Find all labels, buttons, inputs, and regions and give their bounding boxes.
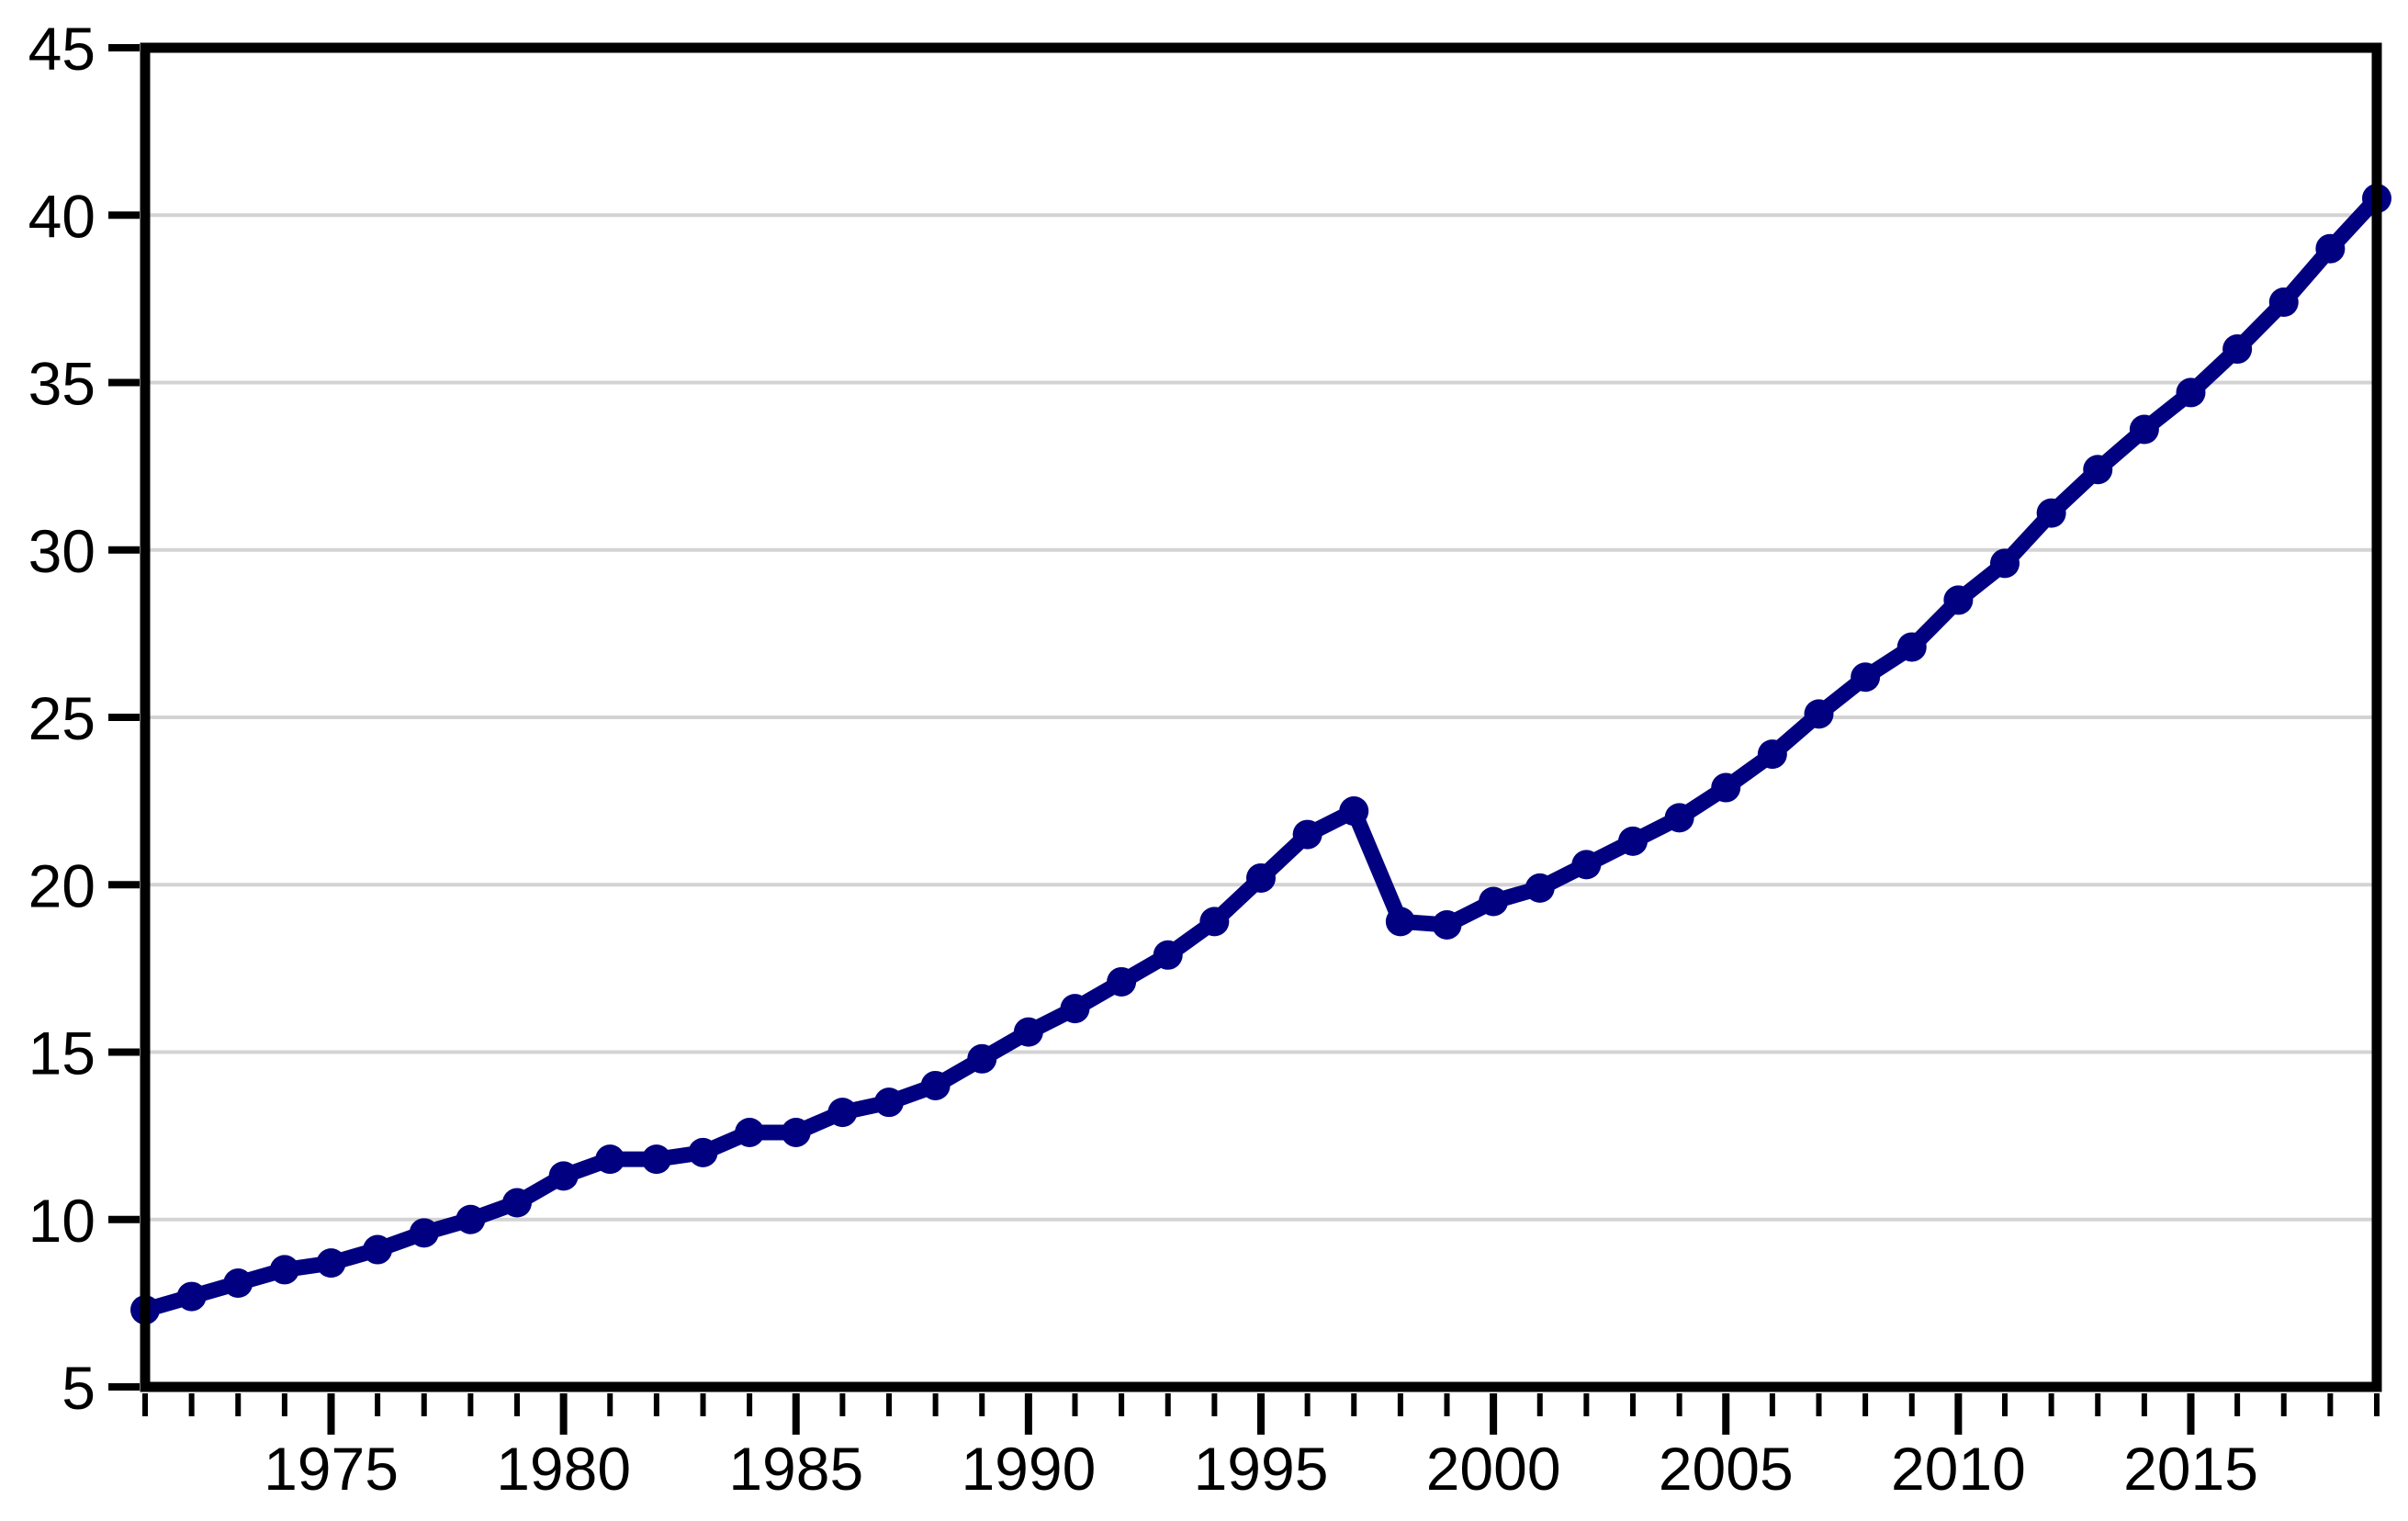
data-point-1976	[363, 1234, 393, 1265]
data-point-2015	[2176, 377, 2206, 408]
data-point-1998	[1385, 907, 1415, 937]
data-point-1977	[409, 1218, 439, 1248]
data-point-2000	[1479, 886, 1509, 917]
data-point-1989	[967, 1043, 997, 1074]
x-axis-label-2005: 2005	[1659, 1435, 1794, 1503]
data-point-2018	[2315, 233, 2346, 264]
y-axis-labels: 5 10 15 20 25 30 35 40 45	[28, 15, 96, 1422]
data-point-1999	[1432, 909, 1462, 940]
data-point-1990	[1013, 1017, 1043, 1047]
data-point-1973	[223, 1268, 253, 1299]
data-point-2008	[1851, 662, 1881, 693]
gridlines	[145, 213, 2377, 1222]
data-point-1982	[641, 1144, 671, 1175]
data-point-2010	[1943, 585, 1974, 615]
y-axis-label-10: 10	[28, 1187, 96, 1255]
y-axis-label-15: 15	[28, 1020, 96, 1087]
data-line	[142, 193, 2383, 1318]
y-axis-label-30: 30	[28, 517, 96, 585]
data-point-2017	[2268, 287, 2299, 318]
data-point-1996	[1292, 819, 1322, 850]
data-point-2005	[1711, 772, 1741, 803]
plot-border	[140, 42, 2382, 1392]
data-point-1995	[1246, 862, 1276, 893]
data-point-1991	[1060, 994, 1090, 1024]
data-series	[130, 184, 2391, 1325]
data-point-1979	[502, 1188, 532, 1218]
data-point-1997	[1339, 796, 1369, 827]
data-point-2009	[1896, 632, 1927, 662]
data-point-2003	[1618, 826, 1648, 856]
data-point-2007	[1804, 699, 1834, 729]
data-point-1987	[874, 1087, 904, 1118]
data-point-1975	[316, 1248, 346, 1279]
x-axis-label-2010: 2010	[1891, 1435, 2026, 1503]
plot-area-border	[140, 42, 2382, 1392]
data-point-1984	[735, 1117, 765, 1147]
data-point-2016	[2222, 334, 2253, 365]
data-point-1981	[595, 1144, 625, 1175]
x-axis-label-2015: 2015	[2123, 1435, 2258, 1503]
data-point-1985	[781, 1117, 811, 1147]
y-axis-label-35: 35	[28, 350, 96, 418]
x-axis-ticks	[142, 1393, 2380, 1435]
x-axis-label-1980: 1980	[496, 1435, 631, 1503]
data-point-1992	[1107, 966, 1137, 997]
data-point-2014	[2129, 414, 2159, 445]
x-axis-label-1990: 1990	[961, 1435, 1096, 1503]
x-axis-label-1975: 1975	[264, 1435, 399, 1503]
data-point-1974	[269, 1255, 299, 1285]
y-axis-ticks	[108, 44, 140, 1391]
data-point-1978	[456, 1204, 486, 1234]
x-axis-label-1985: 1985	[728, 1435, 863, 1503]
data-point-1980	[548, 1161, 579, 1191]
y-axis-label-25: 25	[28, 684, 96, 752]
x-axis-label-2000: 2000	[1426, 1435, 1561, 1503]
data-point-2001	[1525, 873, 1555, 903]
data-point-2006	[1757, 739, 1787, 770]
data-point-1986	[827, 1098, 858, 1128]
y-axis-label-45: 45	[28, 15, 96, 83]
data-point-1993	[1153, 940, 1183, 970]
data-point-2012	[2036, 498, 2066, 528]
y-axis-label-40: 40	[28, 182, 96, 250]
data-point-1988	[920, 1070, 951, 1100]
data-point-2004	[1664, 803, 1694, 833]
data-point-2013	[2083, 455, 2113, 485]
x-axis-labels: 1975 1980 1985 1990 1995 2000 2005 2010 2015	[264, 1435, 2258, 1503]
y-axis-label-5: 5	[62, 1354, 96, 1422]
data-point-1983	[688, 1137, 718, 1167]
data-point-2002	[1571, 850, 1602, 880]
data-point-1972	[176, 1281, 207, 1312]
data-point-1994	[1199, 907, 1230, 937]
x-axis-label-1995: 1995	[1194, 1435, 1329, 1503]
y-axis-label-20: 20	[28, 851, 96, 919]
data-point-2011	[1990, 548, 2020, 579]
